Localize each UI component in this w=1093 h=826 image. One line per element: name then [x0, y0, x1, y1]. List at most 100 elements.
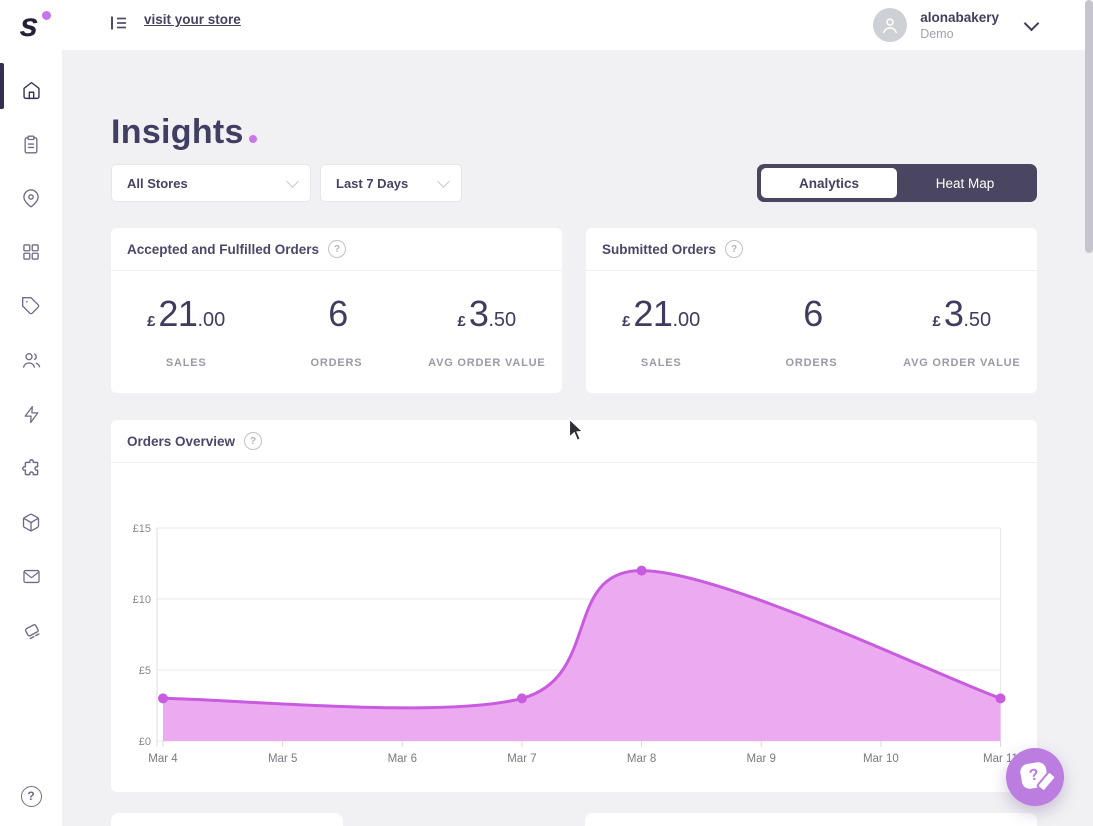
svg-text:Mar 7: Mar 7 — [507, 753, 536, 765]
metric-label: AVG ORDER VALUE — [428, 357, 546, 369]
store-select[interactable]: All Stores — [111, 164, 311, 202]
sidebar-item-inventory[interactable] — [0, 502, 62, 542]
logo-letter: s — [18, 6, 40, 43]
sidebar-item-locations[interactable] — [0, 178, 62, 218]
discount-card-icon — [24, 623, 40, 639]
card-title: Orders Overview — [127, 433, 236, 449]
menu-fold-icon — [111, 16, 126, 30]
metric-label: ORDERS — [310, 357, 363, 369]
help-icon[interactable]: ? — [725, 240, 744, 258]
value-int: 21 — [633, 293, 673, 334]
svg-text:Mar 8: Mar 8 — [627, 753, 656, 765]
value-int: 6 — [328, 293, 348, 334]
visit-store-link[interactable]: visit your store — [144, 12, 241, 27]
value-dec: .00 — [197, 309, 226, 331]
grid-icon — [23, 244, 39, 260]
view-toggle: Analytics Heat Map — [757, 164, 1037, 202]
users-icon — [22, 353, 40, 368]
logo-dot — [42, 11, 51, 20]
home-icon — [22, 81, 40, 99]
svg-text:Mar 4: Mar 4 — [148, 753, 178, 765]
metric-value: 6 — [800, 296, 823, 340]
metric-value: £3.50 — [932, 296, 991, 340]
stat-card-submitted-orders: Submitted Orders ? £21.00 SALES 6 ORDERS… — [586, 228, 1037, 393]
account-plan: Demo — [920, 26, 954, 41]
sidebar-item-activity[interactable] — [0, 394, 62, 434]
sidebar-item-home[interactable] — [0, 70, 62, 110]
value-int: 3 — [943, 293, 964, 334]
card-title: Submitted Orders — [602, 241, 717, 257]
metric-label: ORDERS — [785, 357, 838, 369]
svg-text:Mar 5: Mar 5 — [268, 753, 297, 765]
sidebar-item-tags[interactable] — [0, 286, 62, 326]
sidebar-collapse-icon[interactable] — [109, 13, 129, 33]
metric-orders: 6 ORDERS — [261, 271, 411, 394]
metric-label: SALES — [165, 357, 207, 369]
metric-value: £3.50 — [457, 296, 516, 340]
map-pin-icon — [23, 188, 39, 207]
date-range-select[interactable]: Last 7 Days — [320, 164, 462, 202]
page-title-text: Insights — [111, 112, 244, 151]
value-int: 21 — [158, 293, 198, 334]
bottom-card-stub-right — [585, 813, 1037, 826]
tab-heat-map[interactable]: Heat Map — [935, 175, 995, 191]
orders-overview-card: Orders Overview ? £0 £5 £10 £15 Mar 4 Mar 5 Ma… — [111, 420, 1037, 792]
metric-value: £21.00 — [622, 296, 700, 340]
metric-value: 6 — [325, 296, 348, 340]
store-select-value: All Stores — [127, 175, 188, 191]
sidebar-item-orders[interactable] — [0, 124, 62, 164]
metric-sales: £21.00 SALES — [111, 271, 261, 394]
orders-overview-chart[interactable]: £0 £5 £10 £15 Mar 4 Mar 5 Mar 6 Mar 7 Mar 8 Mar 9… — [111, 462, 1037, 772]
page-title: Insights — [111, 113, 257, 152]
puzzle-icon — [21, 458, 38, 475]
value-int: 3 — [468, 293, 489, 334]
currency-symbol: £ — [622, 313, 631, 330]
stat-card-accepted-fulfilled-orders: Accepted and Fulfilled Orders ? £21.00 S… — [111, 228, 562, 393]
value-dec: .50 — [963, 309, 992, 331]
title-accent-dot — [248, 134, 257, 143]
metric-avg-order-value: £3.50 AVG ORDER VALUE — [887, 271, 1037, 394]
sidebar-item-menu-grid[interactable] — [0, 232, 62, 272]
help-icon[interactable]: ? — [328, 240, 347, 258]
value-dec: .50 — [488, 309, 517, 331]
help-icon[interactable]: ? — [244, 432, 263, 450]
app-logo[interactable]: s — [18, 4, 58, 46]
sidebar-item-integrations[interactable] — [0, 448, 62, 488]
sidebar-help-button[interactable]: ? — [0, 776, 62, 816]
package-icon — [22, 513, 40, 531]
clipboard-icon — [24, 135, 38, 153]
active-item-indicator — [0, 63, 4, 109]
metric-avg-order-value: £3.50 AVG ORDER VALUE — [412, 271, 562, 394]
zap-icon — [24, 405, 38, 423]
svg-text:£15: £15 — [133, 523, 151, 535]
sidebar-item-discounts[interactable] — [0, 610, 62, 650]
svg-text:£10: £10 — [133, 594, 151, 606]
chevron-down-icon — [1023, 15, 1040, 31]
metric-orders: 6 ORDERS — [736, 271, 886, 394]
currency-symbol: £ — [147, 313, 156, 330]
svg-text:Mar 6: Mar 6 — [388, 753, 417, 765]
metric-value: £21.00 — [147, 296, 225, 340]
currency-symbol: £ — [932, 313, 941, 330]
scrollbar-thumb[interactable] — [1085, 0, 1093, 253]
chevron-down-icon — [437, 174, 450, 188]
svg-text:£5: £5 — [139, 665, 151, 677]
svg-text:£0: £0 — [139, 736, 151, 748]
metric-label: AVG ORDER VALUE — [903, 357, 1021, 369]
card-header: Orders Overview ? — [111, 420, 1037, 463]
account-text: alonabakery Demo — [920, 9, 999, 42]
svg-text:Mar 9: Mar 9 — [747, 753, 776, 765]
tag-icon — [22, 297, 40, 315]
svg-text:Mar 10: Mar 10 — [863, 753, 899, 765]
card-header: Submitted Orders ? — [586, 228, 1037, 271]
sidebar-item-customers[interactable] — [0, 340, 62, 380]
card-title: Accepted and Fulfilled Orders — [127, 241, 320, 257]
help-circle-icon: ? — [20, 785, 42, 807]
account-name: alonabakery — [920, 9, 999, 25]
tab-analytics[interactable]: Analytics — [761, 168, 897, 198]
help-chat-button[interactable]: ? — [1006, 748, 1064, 806]
sidebar-item-messages[interactable] — [0, 556, 62, 596]
account-menu[interactable]: alonabakery Demo — [873, 0, 1040, 50]
metric-sales: £21.00 SALES — [586, 271, 736, 394]
card-header: Accepted and Fulfilled Orders ? — [111, 228, 562, 271]
